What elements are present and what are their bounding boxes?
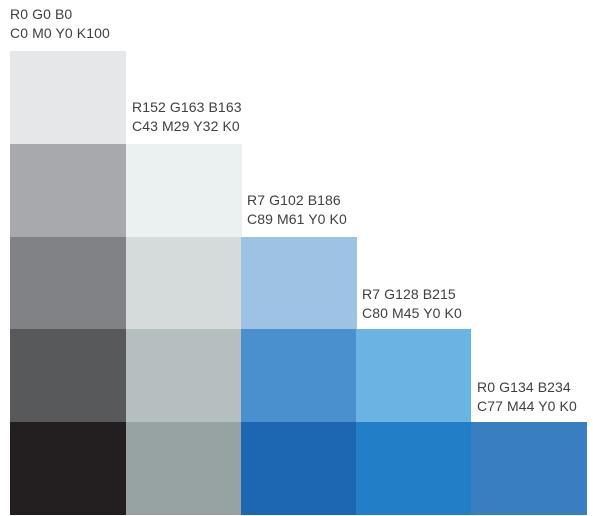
color-swatch [10, 237, 126, 330]
color-swatch [126, 329, 242, 422]
color-swatch [10, 51, 126, 144]
cmyk-value: C0 M0 Y0 K100 [10, 25, 110, 41]
color-label: R7 G102 B186 C89 M61 Y0 K0 [247, 191, 347, 229]
color-swatch [126, 237, 242, 330]
color-swatch [241, 422, 357, 515]
color-swatch [10, 329, 126, 422]
cmyk-value: C43 M29 Y32 K0 [132, 118, 240, 134]
color-swatch [471, 422, 587, 515]
rgb-value: R0 G0 B0 [10, 6, 73, 22]
rgb-value: R152 G163 B163 [132, 99, 242, 115]
cmyk-value: C89 M61 Y0 K0 [247, 211, 347, 227]
color-swatch [241, 329, 357, 422]
color-swatch [356, 422, 471, 515]
rgb-value: R7 G128 B215 [362, 286, 456, 302]
color-label: R7 G128 B215 C80 M45 Y0 K0 [362, 285, 462, 323]
rgb-value: R0 G134 B234 [477, 379, 571, 395]
color-swatch [356, 329, 471, 422]
color-label: R0 G0 B0 C0 M0 Y0 K100 [10, 5, 110, 43]
color-swatch [126, 144, 242, 237]
color-label: R0 G134 B234 C77 M44 Y0 K0 [477, 378, 577, 416]
color-swatch [10, 144, 126, 237]
rgb-value: R7 G102 B186 [247, 192, 341, 208]
color-swatch [241, 237, 357, 330]
cmyk-value: C80 M45 Y0 K0 [362, 305, 462, 321]
color-label: R152 G163 B163 C43 M29 Y32 K0 [132, 98, 242, 136]
cmyk-value: C77 M44 Y0 K0 [477, 398, 577, 414]
color-swatch [10, 422, 126, 515]
color-swatch [126, 422, 242, 515]
